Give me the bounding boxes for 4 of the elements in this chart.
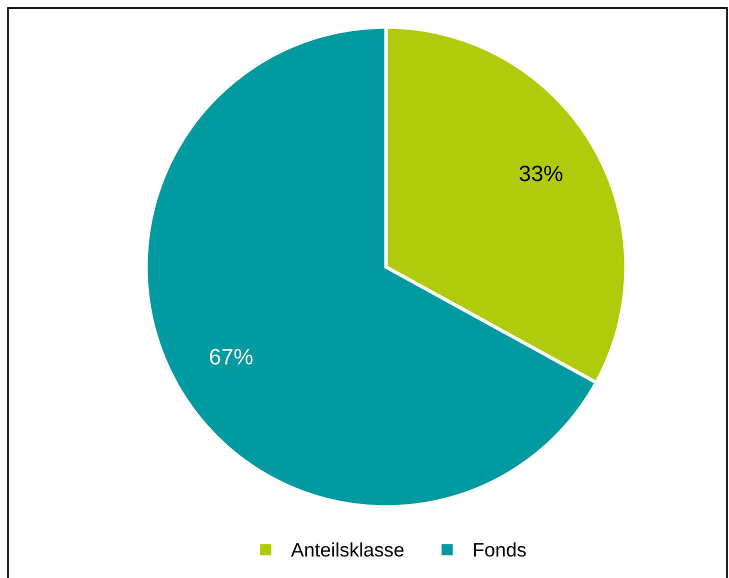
legend-label: Fonds xyxy=(474,542,526,557)
data-label: 33% xyxy=(520,166,562,182)
legend-label: Anteilsklasse xyxy=(290,542,404,557)
data-label: 67% xyxy=(210,348,253,365)
